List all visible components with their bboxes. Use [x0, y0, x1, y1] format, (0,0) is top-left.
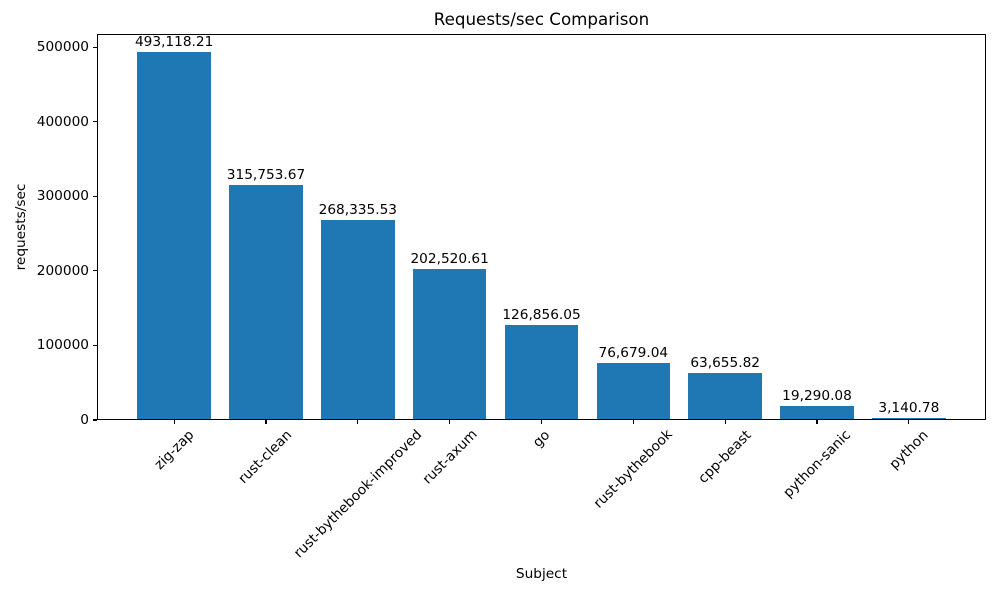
bar	[137, 52, 211, 419]
y-tick-label: 400000	[36, 113, 89, 130]
bar-value-label: 76,679.04	[598, 344, 669, 361]
x-tick-mark	[724, 420, 726, 424]
x-tick-mark	[540, 420, 543, 424]
x-tick-label: zig-zap	[151, 427, 198, 473]
bar-value-label: 268,335.53	[318, 201, 397, 218]
x-tick-mark	[816, 420, 818, 424]
y-tick-label: 300000	[36, 188, 89, 205]
y-tick-label: 200000	[36, 262, 89, 279]
x-tick-label: cpp-beast	[695, 427, 755, 487]
bar-value-label: 126,856.05	[502, 307, 581, 324]
bar-value-label: 493,118.21	[134, 34, 214, 51]
x-tick-mark	[173, 420, 175, 424]
y-tick-label: 500000	[36, 39, 89, 56]
y-tick-mark	[92, 419, 97, 421]
x-tick-mark	[265, 420, 267, 424]
x-tick-label: rust-clean	[235, 427, 296, 487]
y-tick-mark	[92, 195, 97, 197]
y-tick-mark	[92, 46, 97, 48]
bar	[688, 372, 762, 419]
x-tick-label: go	[529, 426, 554, 451]
x-axis-label: Subject	[515, 566, 568, 582]
x-tick-mark	[908, 420, 910, 424]
y-tick-mark	[92, 121, 97, 123]
bar-value-label: 315,753.67	[226, 166, 306, 183]
x-tick-mark	[357, 420, 359, 424]
bar	[229, 184, 303, 419]
y-tick-mark	[92, 344, 97, 347]
y-tick-mark	[92, 270, 97, 272]
y-tick-label: 100000	[36, 337, 89, 354]
bar	[504, 325, 579, 419]
x-tick-mark	[449, 420, 451, 424]
y-tick-label: 0	[80, 412, 89, 428]
bar-value-label: 3,140.78	[878, 399, 940, 416]
x-tick-label: rust-bythebook-improved	[290, 426, 426, 562]
x-tick-label: rust-bythebook	[590, 426, 677, 512]
bar	[321, 219, 395, 419]
chart-title: Requests/sec Comparison	[433, 9, 650, 29]
bar-value-label: 202,520.61	[410, 251, 489, 268]
bar-value-label: 19,290.08	[782, 387, 852, 404]
bar-value-label: 63,655.82	[690, 354, 760, 371]
x-tick-mark	[632, 420, 634, 424]
x-tick-label: python-sanic	[780, 426, 855, 501]
bar	[412, 269, 487, 419]
x-tick-label: python	[886, 427, 932, 473]
bar	[596, 362, 671, 419]
x-tick-label: rust-axum	[419, 426, 481, 488]
bar	[780, 405, 854, 419]
bar	[872, 417, 946, 419]
